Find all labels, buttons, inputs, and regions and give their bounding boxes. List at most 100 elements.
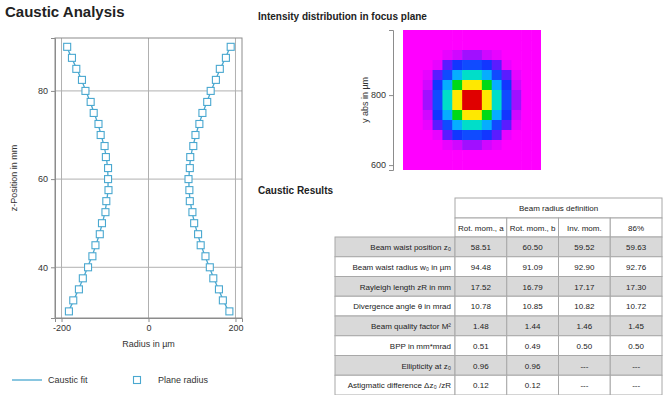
heatmap-cell <box>472 90 482 101</box>
plane-radius-point <box>186 198 193 205</box>
table-cell <box>455 257 507 277</box>
table-row-label-cell <box>335 277 455 297</box>
plane-radius-point <box>105 176 112 183</box>
heatmap-cell <box>413 120 423 131</box>
heatmap-cell <box>433 90 443 101</box>
heatmap-cell <box>531 150 541 161</box>
plane-radius-point <box>186 187 193 194</box>
heatmap-cell <box>433 160 443 170</box>
heatmap-cell <box>452 70 462 81</box>
plane-radius-point <box>199 109 206 116</box>
heatmap-cell <box>442 50 452 61</box>
heatmap-cell <box>462 90 472 101</box>
table-cell <box>610 257 662 277</box>
table-value: --- <box>632 381 640 390</box>
heatmap-cell <box>482 40 492 51</box>
table-cell <box>610 237 662 257</box>
heatmap-cell <box>403 90 413 101</box>
plane-radius-point <box>98 220 105 227</box>
tick-mark <box>62 318 63 322</box>
heatmap-cell <box>482 140 492 151</box>
plane-radius-point <box>89 253 96 260</box>
table-cell <box>507 277 559 297</box>
tick: 40 <box>38 263 55 273</box>
heatmap-cell <box>472 140 482 151</box>
heatmap-cell <box>492 150 502 161</box>
heatmap-cell <box>452 60 462 71</box>
x-axis-title: Radius in µm <box>122 339 175 349</box>
heatmap-cell <box>433 130 443 141</box>
heatmap-cell <box>472 40 482 51</box>
legend: Caustic fitPlane radius <box>12 375 209 385</box>
table-column-header: Rot. mom., a <box>458 224 504 233</box>
heatmap-cell <box>423 140 433 151</box>
tick-label: 600 <box>371 160 386 170</box>
heatmap-cell <box>531 140 541 151</box>
table-value: 10.78 <box>471 302 492 311</box>
tick-mark <box>389 95 393 96</box>
table-cell <box>559 277 611 297</box>
table-cell <box>559 356 611 376</box>
heatmap-cell <box>433 120 443 131</box>
heatmap-cell <box>462 100 472 111</box>
heatmap-cell <box>413 150 423 161</box>
plane-radius-point <box>102 209 109 216</box>
table-cell <box>455 336 507 356</box>
table-column-header: Rot. mom., b <box>510 224 556 233</box>
table-value: 59.52 <box>574 243 595 252</box>
tick: 60 <box>38 174 55 184</box>
heatmap-cell <box>492 30 502 41</box>
heatmap-cell <box>413 130 423 141</box>
table-value: 17.30 <box>626 283 647 292</box>
heatmap-cell <box>482 30 492 41</box>
heatmap-cell <box>472 100 482 111</box>
table-row-label: Astigmatic difference Δz₀ /zR <box>348 381 451 390</box>
table-value: 17.17 <box>574 283 595 292</box>
table-value: 10.85 <box>523 302 544 311</box>
plane-radius-point <box>207 87 214 94</box>
table-cell <box>559 257 611 277</box>
heatmap-cell <box>472 160 482 170</box>
heatmap-cell <box>482 60 492 71</box>
heatmap-cell <box>502 160 512 170</box>
table-cell <box>610 336 662 356</box>
grid-line <box>235 38 236 318</box>
heatmap-cell <box>502 70 512 81</box>
plane-radius-point <box>191 220 198 227</box>
plane-radius-point <box>102 154 109 161</box>
heatmap-cell <box>531 40 541 51</box>
plane-radius-point <box>95 120 102 127</box>
heatmap-cell <box>442 140 452 151</box>
plane-radius-point <box>186 165 193 172</box>
table-cell <box>559 375 611 395</box>
plane-radius-point <box>215 286 222 293</box>
heatmap-cell <box>492 110 502 121</box>
heatmap-cell <box>403 30 413 41</box>
heatmap-cell <box>492 90 502 101</box>
plot-frame <box>55 38 242 318</box>
plane-radius-point <box>227 43 234 50</box>
heatmap-cell <box>511 60 521 71</box>
table-header-cell <box>610 218 662 237</box>
table-header-cell <box>559 218 611 237</box>
plane-radius-point <box>105 165 112 172</box>
plane-radius-point <box>70 297 77 304</box>
heatmap-cell <box>502 80 512 91</box>
tick: 200 <box>228 318 243 333</box>
axis-line <box>389 31 394 171</box>
table-header-cell <box>455 218 507 237</box>
heatmap-cell <box>403 160 413 170</box>
legend-swatch <box>12 379 42 380</box>
heatmap-cell <box>403 60 413 71</box>
heatmap-cell <box>433 40 443 51</box>
heatmap-cell <box>433 60 443 71</box>
table-value: 0.51 <box>473 342 489 351</box>
heatmap-cell <box>531 100 541 111</box>
caustic-fit-line <box>67 47 231 312</box>
heatmap-cell <box>423 130 433 141</box>
heatmap-cell <box>423 110 433 121</box>
heatmap-cell <box>521 30 531 41</box>
y-axis-title: z-Position in mm <box>9 145 19 212</box>
plane-radius-point <box>97 132 104 139</box>
tick-mark <box>51 267 55 268</box>
